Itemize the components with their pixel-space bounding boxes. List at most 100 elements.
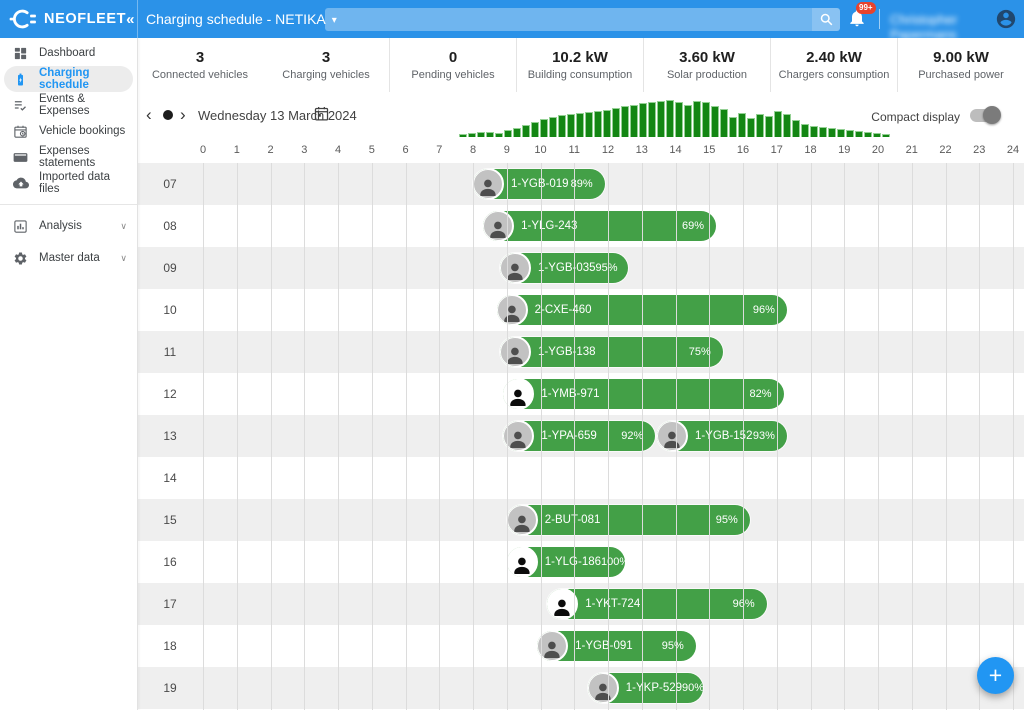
charging-bar-2-but-081[interactable]: 2-BUT-081 95% — [506, 505, 750, 535]
date-toolbar: ‹ › Wednesday 13 March 2024 Compact disp… — [137, 92, 1024, 140]
charging-bar-1-ykp-529[interactable]: 1-YKP-529 90% — [587, 673, 703, 703]
stat-label: Pending vehicles — [411, 69, 495, 81]
row-label: 09 — [163, 261, 177, 275]
stat-chargers-consumption: 2.40 kW Chargers consumption — [770, 38, 897, 92]
driver-avatar — [506, 505, 538, 535]
sidebar-item-imported-data-files[interactable]: Imported data files — [4, 170, 133, 196]
histogram-bar — [585, 112, 593, 137]
search-icon[interactable] — [812, 8, 840, 31]
stat-value: 2.40 kW — [806, 49, 862, 66]
histogram-bar — [792, 120, 800, 137]
charging-bar-1-ygb-138[interactable]: 1-YGB-138 75% — [500, 337, 723, 367]
histogram-bar — [828, 128, 836, 137]
compact-display-toggle[interactable] — [970, 106, 1001, 124]
charging-bar-1-ygb-152[interactable]: 1-YGB-152 93% — [656, 421, 787, 451]
sidebar-item-master-data[interactable]: Master data ∨ — [4, 245, 133, 271]
sidebar-item-events-expenses[interactable]: Events & Expenses — [4, 92, 133, 118]
histogram-bar — [549, 117, 557, 137]
histogram-bar — [774, 111, 782, 137]
charging-bar-1-ygb-019[interactable]: 1-YGB-01989% — [473, 169, 605, 199]
sidebar-item-analysis[interactable]: Analysis ∨ — [4, 213, 133, 239]
histogram-bar — [846, 130, 854, 137]
stat-label: Charging vehicles — [282, 69, 370, 81]
histogram-bar — [594, 111, 602, 137]
sidebar-item-dashboard[interactable]: Dashboard — [4, 40, 133, 66]
vehicle-plate: 2-CXE-460 — [534, 304, 592, 316]
histogram-bar — [576, 113, 584, 137]
driver-avatar — [503, 379, 535, 409]
add-button[interactable]: + — [977, 657, 1014, 694]
driver-avatar — [547, 589, 579, 619]
row-label: 17 — [163, 597, 177, 611]
sidebar-collapse-button[interactable]: « — [126, 10, 135, 28]
driver-avatar — [500, 337, 531, 367]
row-label: 07 — [163, 177, 177, 191]
today-button[interactable] — [163, 110, 173, 120]
charging-bar-1-ygb-035[interactable]: 1-YGB-035 95% — [500, 253, 629, 283]
charge-percent: 75% — [688, 346, 711, 358]
sidebar-item-charging-schedule[interactable]: Charging schedule — [4, 66, 133, 92]
hour-gridline — [878, 163, 879, 710]
vehicle-plate: 2-BUT-081 — [544, 514, 601, 526]
stat-label: Building consumption — [527, 69, 633, 81]
histogram-bar — [459, 134, 467, 137]
histogram-bar — [513, 128, 521, 137]
driver-avatar — [506, 547, 538, 577]
sidebar-item-expenses-statements[interactable]: Expenses statements — [4, 144, 133, 170]
charging-bar-1-ykt-724[interactable]: 1-YKT-72496% — [547, 589, 767, 619]
search-bar — [325, 8, 840, 31]
sidebar-item-vehicle-bookings[interactable]: Vehicle bookings — [4, 118, 133, 144]
notifications-bell-icon[interactable]: 99+ — [847, 2, 876, 30]
charging-bar-1-ypa-659[interactable]: 1-YPA-659 92% — [503, 421, 656, 451]
vehicle-plate: 1-YGB-138 — [538, 346, 596, 358]
next-day-button[interactable]: › — [180, 105, 186, 124]
search-input[interactable] — [325, 12, 812, 27]
charging-bar-1-ygb-091[interactable]: 1-YGB-091 95% — [537, 631, 696, 661]
histogram-bar — [675, 102, 683, 137]
stat-value: 3.60 kW — [679, 49, 735, 66]
hour-gridline — [979, 163, 981, 710]
charging-bar-1-ylg-243[interactable]: 1-YLG-243 69% — [483, 211, 716, 241]
histogram-bar — [873, 133, 881, 137]
vehicle-plate: 1-YMB-971 — [541, 388, 600, 400]
prev-day-button[interactable]: ‹ — [146, 105, 152, 124]
histogram-bar — [729, 117, 737, 137]
hour-tick: 7 — [436, 144, 443, 156]
hour-tick: 8 — [469, 144, 477, 156]
stat-purchased-power: 9.00 kW Purchased power — [897, 38, 1024, 92]
hour-gridline — [473, 163, 474, 710]
schedule-row-19: 19 1-YKP-529 90% — [137, 667, 1024, 709]
hour-gridline — [371, 163, 373, 710]
histogram-bar — [612, 108, 620, 137]
row-label: 15 — [163, 513, 177, 527]
histogram-bar — [666, 100, 674, 137]
notification-badge: 99+ — [856, 2, 876, 14]
histogram-bar — [882, 134, 890, 137]
stat-value: 0 — [448, 49, 458, 66]
charging-bar-1-ymb-971[interactable]: 1-YMB-971 82% — [503, 379, 784, 409]
vehicle-plate: 1-YPA-659 — [541, 430, 597, 442]
sidebar-nav: Dashboard Charging schedule Events & Expen… — [0, 38, 137, 271]
hour-tick: 6 — [402, 144, 409, 156]
sidebar-item-label: Master data — [39, 252, 100, 264]
row-label: 19 — [163, 681, 177, 695]
histogram-bar — [738, 113, 746, 137]
hour-tick: 1 — [233, 144, 240, 156]
histogram-bar — [855, 131, 863, 137]
page-title-dropdown[interactable]: Charging schedule - NETIKA ▾ — [146, 0, 337, 38]
vehicle-plate: 1-YGB-091 — [575, 640, 633, 652]
charge-percent: 100% — [601, 556, 625, 568]
charge-percent: 92% — [621, 430, 644, 442]
row-label: 12 — [163, 387, 177, 401]
account-circle-icon[interactable] — [995, 8, 1017, 30]
calendar-icon[interactable] — [313, 105, 330, 122]
row-label: 10 — [163, 303, 177, 317]
hour-axis: 0 1 2 3 4 5 6 7 8 9 10 11 12 13 14 15 16 17 18 19 20 21 22 23 24 — [137, 140, 1024, 164]
histogram-bar — [468, 133, 476, 137]
topbar-divider — [879, 9, 880, 29]
row-label: 14 — [163, 471, 177, 485]
charge-percent: 89% — [570, 178, 593, 190]
stat-value: 3 — [195, 49, 205, 66]
histogram-bar — [567, 114, 575, 137]
